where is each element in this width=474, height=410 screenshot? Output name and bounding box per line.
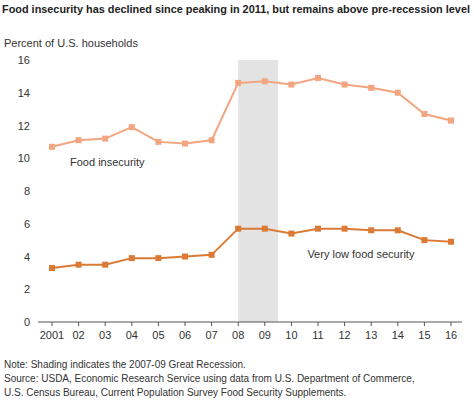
data-point [209, 252, 215, 258]
x-tick-label: 03 [99, 329, 111, 341]
x-tick [78, 322, 79, 326]
chart-container: Food insecurity has declined since peaki… [0, 0, 474, 410]
recession-shading [238, 60, 278, 322]
x-axis [38, 322, 462, 323]
data-point [209, 137, 215, 143]
series-line [52, 229, 451, 268]
x-tick-label: 02 [72, 329, 84, 341]
chart: Food insecurity has declined since peaki… [0, 0, 474, 410]
data-point [129, 255, 135, 261]
x-tick [451, 322, 452, 326]
y-tick-label: 4 [24, 251, 30, 263]
y-tick-label: 8 [24, 185, 30, 197]
note: Note: Shading indicates the 2007-09 Grea… [4, 359, 246, 370]
data-point [155, 139, 161, 145]
x-tick-label: 14 [392, 329, 404, 341]
data-point [235, 226, 241, 232]
data-point [342, 82, 348, 88]
x-tick-label: 07 [205, 329, 217, 341]
x-tick-label: 10 [285, 329, 297, 341]
x-tick-label: 04 [126, 329, 138, 341]
y-tick-label: 10 [18, 152, 30, 164]
y-tick-label: 16 [18, 54, 30, 66]
data-point [49, 144, 55, 150]
data-point [129, 124, 135, 130]
data-point [342, 226, 348, 232]
data-point [49, 265, 55, 271]
y-tick-label: 6 [24, 218, 30, 230]
x-tick-label: 15 [418, 329, 430, 341]
y-tick-label: 2 [24, 283, 30, 295]
data-point [368, 227, 374, 233]
x-tick [238, 322, 239, 326]
x-tick [158, 322, 159, 326]
x-tick [52, 322, 53, 326]
data-point [235, 80, 241, 86]
x-tick [185, 322, 186, 326]
y-tick-label: 12 [18, 120, 30, 132]
data-point [288, 231, 294, 237]
x-tick [264, 322, 265, 326]
x-tick [291, 322, 292, 326]
data-point [315, 226, 321, 232]
x-tick [211, 322, 212, 326]
x-tick [131, 322, 132, 326]
data-point [102, 262, 108, 268]
plot-area [49, 75, 454, 271]
data-point [102, 136, 108, 142]
series-label: Food insecurity [70, 156, 145, 168]
data-point [315, 75, 321, 81]
data-point [448, 118, 454, 124]
data-point [288, 82, 294, 88]
data-point [182, 141, 188, 147]
x-tick-label: 09 [259, 329, 271, 341]
data-point [182, 254, 188, 260]
x-tick-label: 08 [232, 329, 244, 341]
x-tick-label: 13 [365, 329, 377, 341]
x-tick-label: 11 [312, 329, 323, 341]
series-line [52, 78, 451, 147]
note: Source: USDA, Economic Research Service … [4, 373, 415, 384]
data-point [395, 227, 401, 233]
data-point [421, 237, 427, 243]
x-tick [371, 322, 372, 326]
data-point [262, 226, 268, 232]
x-tick-label: 06 [179, 329, 191, 341]
x-tick [424, 322, 425, 326]
x-tick-label: 2001 [40, 329, 64, 341]
x-tick-label: 12 [338, 329, 350, 341]
note: U.S. Census Bureau, Current Population S… [4, 387, 346, 398]
data-point [76, 262, 82, 268]
x-tick-label: 05 [152, 329, 164, 341]
data-point [76, 137, 82, 143]
x-tick [344, 322, 345, 326]
y-tick-label: 14 [18, 87, 30, 99]
data-point [155, 255, 161, 261]
data-point [448, 239, 454, 245]
title: Food insecurity has declined since peaki… [2, 4, 470, 15]
x-tick-label: 16 [445, 329, 457, 341]
data-point [262, 78, 268, 84]
series-label: Very low food security [307, 248, 414, 260]
x-tick [105, 322, 106, 326]
data-point [421, 111, 427, 117]
data-point [395, 90, 401, 96]
data-point [368, 85, 374, 91]
y-tick-label: 0 [24, 316, 30, 328]
x-tick [318, 322, 319, 326]
y-axis-label: Percent of U.S. households [4, 37, 138, 49]
x-tick [397, 322, 398, 326]
